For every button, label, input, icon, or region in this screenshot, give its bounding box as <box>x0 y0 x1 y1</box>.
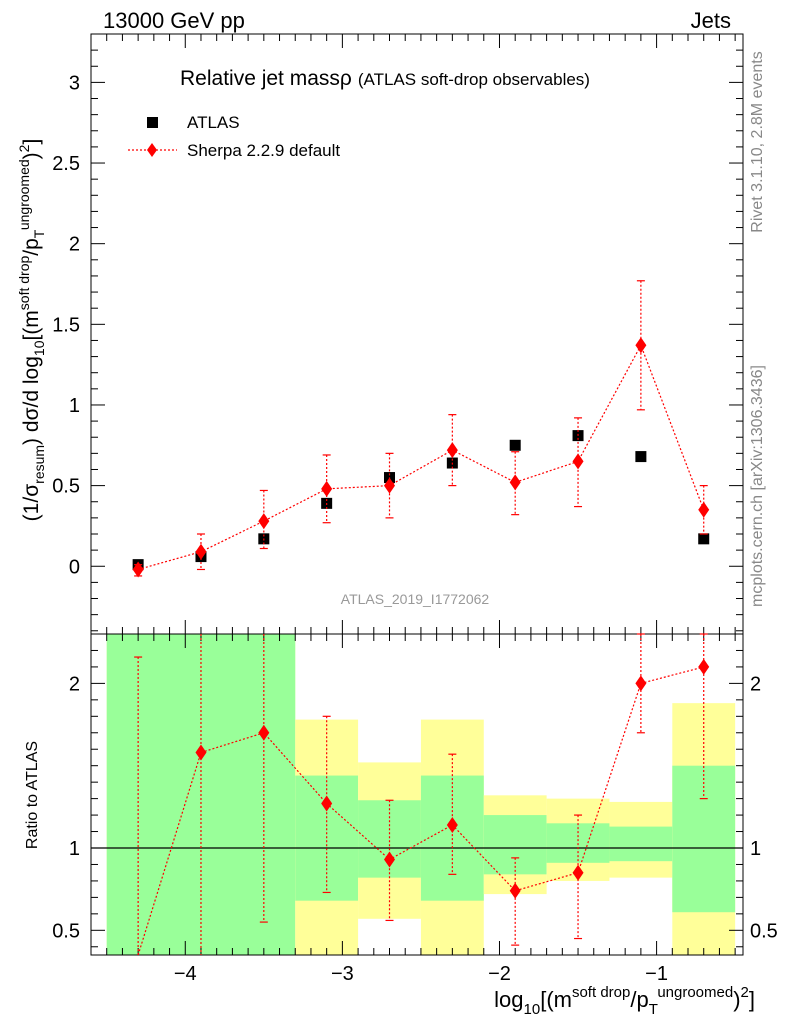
top-y-axis-label: (1/σresum) dσ/d log10[(msoft drop/pTungr… <box>16 139 47 522</box>
sherpa-marker-1 <box>195 543 207 560</box>
sherpa-ratio-marker-3 <box>321 795 333 812</box>
ratio-plot-marks <box>134 633 710 956</box>
legend: ATLAS Sherpa 2.2.9 default <box>128 113 340 160</box>
header-right: Jets <box>691 8 731 33</box>
sherpa-marker-0 <box>132 561 144 578</box>
x-tick-label-2: −2 <box>488 963 511 985</box>
ratio-y-tick-label-right-2: 2 <box>750 673 761 695</box>
sherpa-ratio-marker-9 <box>698 658 710 675</box>
atlas-marker-8 <box>635 451 647 463</box>
ratio-y-tick-label-right-1: 1 <box>750 838 761 860</box>
ratio-y-tick-label-left-0: 0.5 <box>52 920 80 942</box>
green-band-3 <box>420 775 484 901</box>
plot-title-sub: (ATLAS soft-drop observables) <box>358 70 590 89</box>
sherpa-marker-7 <box>572 453 584 470</box>
atlas-marker-6 <box>509 439 521 451</box>
green-band-6 <box>609 826 673 862</box>
top-y-tick-label-5: 2.5 <box>52 153 80 175</box>
ratio-frame <box>90 633 744 956</box>
ratio-plot-frame: −4 −3 −2 −1 0.5 0.5 1 1 2 2 <box>52 633 778 985</box>
mcplots-label: mcplots.cern.ch [arXiv:1306.3436] <box>749 365 766 607</box>
ratio-y-tick-label-left-2: 2 <box>69 673 80 695</box>
top-y-tick-label-2: 1 <box>69 395 80 417</box>
sherpa-marker-2 <box>258 513 270 530</box>
sherpa-marker-8 <box>635 337 647 354</box>
plot-title: Relative jet massρ (ATLAS soft-drop obser… <box>180 67 590 90</box>
top-y-tick-label-4: 2 <box>69 234 80 256</box>
x-tick-label-1: −3 <box>331 963 354 985</box>
ratio-y-tick-label-left-1: 1 <box>69 838 80 860</box>
sherpa-ratio-marker-4 <box>384 851 396 868</box>
atlas-marker-9 <box>698 533 710 545</box>
sherpa-ratio-marker-2 <box>258 724 270 741</box>
x-tick-label-3: −1 <box>645 963 668 985</box>
ratio-y-axis-label: Ratio to ATLAS <box>24 741 41 849</box>
legend-atlas-label: ATLAS <box>187 113 240 132</box>
ratio-y-tick-label-right-0: 0.5 <box>750 920 778 942</box>
plot-title-main: Relative jet massρ <box>180 67 352 90</box>
top-y-tick-label-3: 1.5 <box>52 314 80 336</box>
x-tick-label-0: −4 <box>174 963 197 985</box>
sherpa-ratio-marker-5 <box>446 816 458 833</box>
legend-mc-marker <box>147 143 157 157</box>
top-plot-marks <box>132 280 710 578</box>
sherpa-ratio-line <box>137 666 704 956</box>
x-axis-label: log10[(msoft drop/pTungroomed)2] <box>494 984 755 1018</box>
sherpa-ratio-marker-8 <box>635 675 647 692</box>
header-left: 13000 GeV pp <box>103 8 245 33</box>
sherpa-marker-3 <box>321 480 333 497</box>
rivet-label: Rivet 3.1.10, 2.8M events <box>749 51 766 232</box>
sherpa-ratio-marker-7 <box>572 864 584 881</box>
analysis-watermark: ATLAS_2019_I1772062 <box>341 591 490 607</box>
top-y-tick-label-1: 0.5 <box>52 476 80 498</box>
sherpa-marker-4 <box>384 477 396 494</box>
sherpa-ratio-marker-1 <box>195 744 207 761</box>
top-y-tick-label-6: 3 <box>69 72 80 94</box>
top-y-tick-label-0: 0 <box>69 556 80 578</box>
sherpa-marker-6 <box>509 474 521 491</box>
sherpa-line <box>137 343 705 571</box>
sherpa-marker-9 <box>698 501 710 518</box>
green-band-4 <box>483 815 547 875</box>
sherpa-ratio-marker-6 <box>509 882 521 899</box>
legend-mc-label: Sherpa 2.2.9 default <box>187 141 340 160</box>
legend-atlas-marker <box>147 117 158 128</box>
sherpa-marker-5 <box>446 442 458 459</box>
